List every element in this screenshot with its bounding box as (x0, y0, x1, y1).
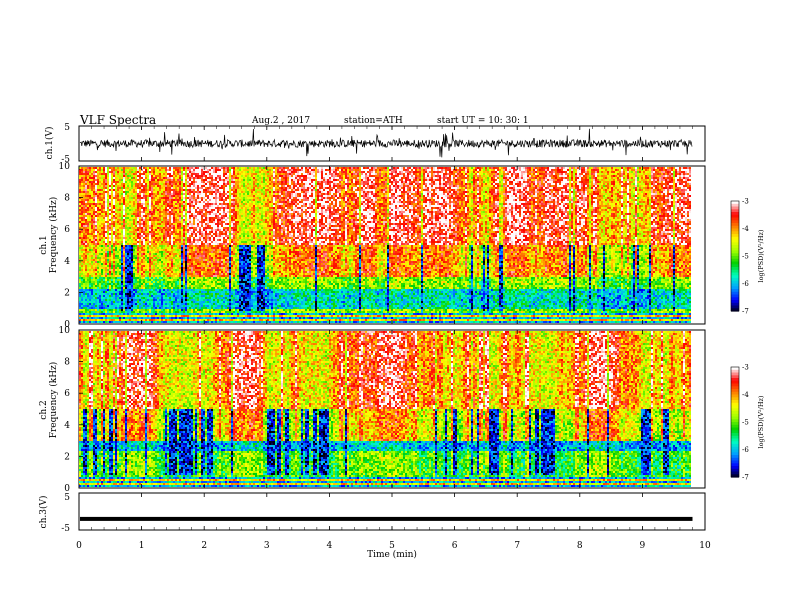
ch2-colorbar-tick--6: -6 (742, 446, 749, 454)
ch1-colorbar-tick--6: -6 (742, 280, 749, 288)
ch1-colorbar: -3 -4 -5 -6 -7 log(PSD)(V²/Hz) (731, 198, 765, 316)
ch1-spectrogram-ytick-10: 10 (59, 162, 71, 172)
ch2-colorbar-tick--3: -3 (742, 364, 749, 372)
x-tick-label-1: 1 (139, 541, 145, 551)
time-axis-label: Time (min) (367, 549, 417, 560)
ch2-spectrogram-ylabel-frequency: Frequency (kHz) (48, 362, 59, 439)
ch2-colorbar-tick--4: -4 (742, 391, 749, 399)
ch3-ylabel: ch.3(V) (38, 496, 49, 529)
ch2-spectrogram-ytick-2: 2 (64, 452, 70, 462)
ch2-colorbar-tick--5: -5 (742, 419, 749, 427)
ch2-spectrogram-ytick-8: 8 (64, 358, 70, 368)
ch3-ytick-bottom: -5 (61, 524, 70, 534)
ch2-spectrogram-ytick-10: 10 (59, 326, 71, 336)
header-station: station=ATH (344, 116, 403, 126)
figure-title: VLF Spectra (79, 113, 156, 127)
ch1-spectrogram-ytick-6: 6 (64, 225, 70, 235)
ch1-colorbar-label: log(PSD)(V²/Hz) (757, 229, 765, 282)
ch1-waveform-panel: 5 -5 ch.1(V) (44, 123, 705, 165)
ch1-spectrogram-cells (79, 167, 691, 323)
x-tick-label-8: 8 (577, 541, 583, 551)
header-start-ut: start UT = 10: 30: 1 (437, 116, 529, 126)
x-tick-label-6: 6 (452, 541, 458, 551)
ch2-spectrogram-ytick-6: 6 (64, 389, 70, 399)
header-date: Aug.2 , 2017 (251, 116, 310, 126)
ch1-colorbar-tick--3: -3 (742, 198, 749, 206)
ch2-spectrogram-ytick-4: 4 (64, 421, 70, 431)
ch1-spectrogram-ytick-4: 4 (64, 257, 70, 267)
ch2-spectrogram-ylabel-channel: ch.2 (39, 400, 49, 419)
x-tick-label-10: 10 (699, 541, 711, 551)
ch1-spectrogram-ytick-2: 2 (64, 288, 70, 298)
x-tick-label-7: 7 (514, 541, 520, 551)
ch1-ylabel: ch.1(V) (44, 127, 55, 160)
ch1-spectrogram-ylabel-channel: ch.1 (39, 235, 49, 254)
ch1-colorbar-tick--4: -4 (742, 225, 749, 233)
ch2-spectrogram-cells (79, 331, 691, 487)
ch3-frame (79, 493, 705, 530)
ch1-ytick-top: 5 (64, 123, 70, 133)
ch1-spectrogram-ylabel-frequency: Frequency (kHz) (48, 197, 59, 274)
x-tick-label-9: 9 (640, 541, 646, 551)
ch1-colorbar-tick--7: -7 (742, 308, 749, 316)
ch2-colorbar-tick--7: -7 (742, 474, 749, 482)
ch2-colorbar-label: log(PSD)(V²/Hz) (757, 395, 765, 448)
ch3-trace-line (80, 517, 693, 521)
ch3-trace (80, 517, 693, 521)
ch1-colorbar-tick--5: -5 (742, 253, 749, 261)
x-tick-label-4: 4 (327, 541, 333, 551)
x-tick-label-2: 2 (201, 541, 207, 551)
x-tick-label-3: 3 (264, 541, 270, 551)
ch3-ytick-top: 5 (64, 493, 70, 503)
ch2-colorbar: -3 -4 -5 -6 -7 log(PSD)(V²/Hz) (731, 364, 765, 482)
x-tick-label-0: 0 (76, 541, 82, 551)
ch1-spectrogram-ytick-8: 8 (64, 194, 70, 204)
